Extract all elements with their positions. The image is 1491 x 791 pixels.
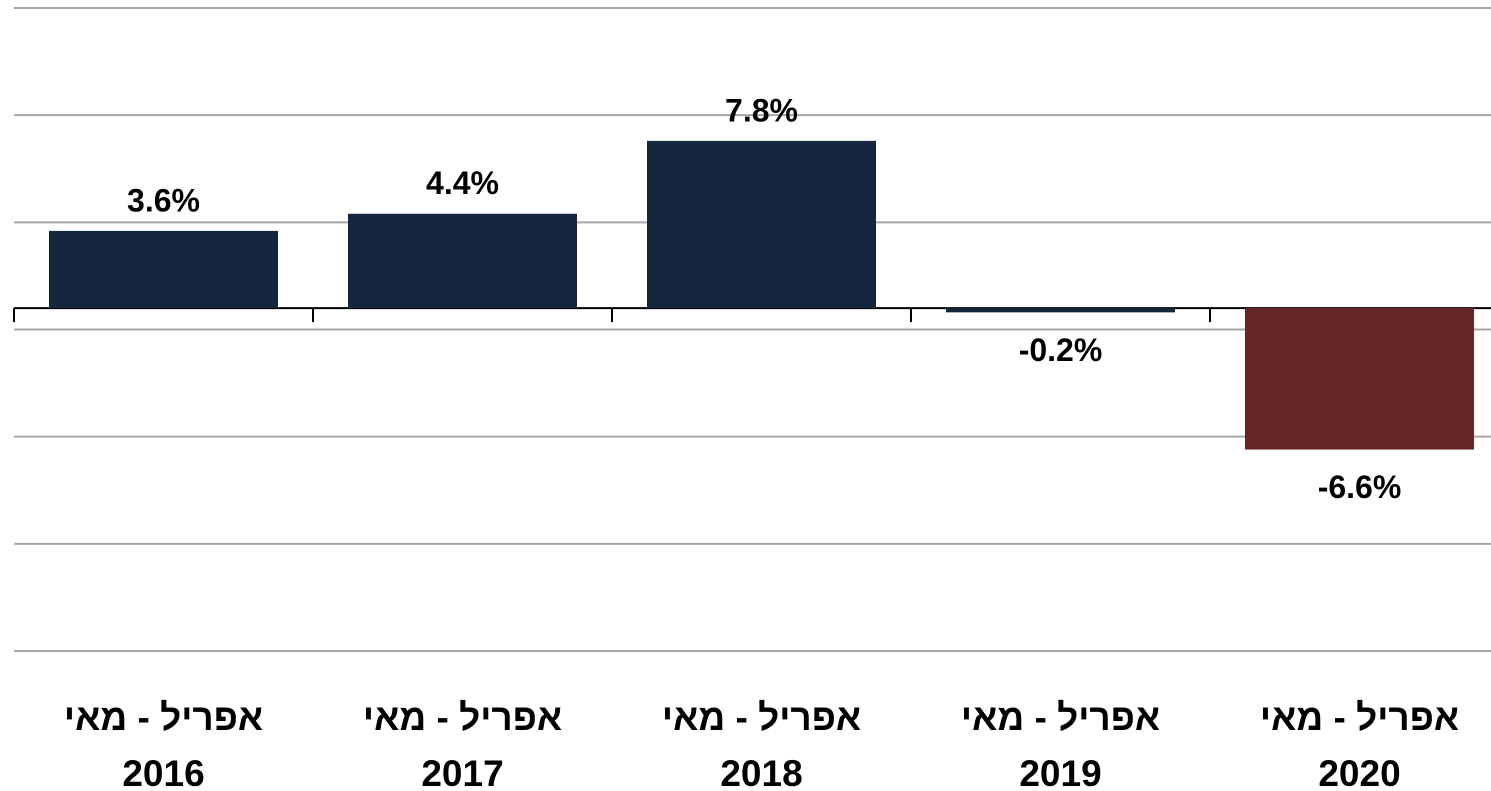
bar [946, 308, 1175, 313]
x-tick-label: אפריל - מאי 2020 [1259, 697, 1460, 791]
data-label: 4.4% [426, 165, 499, 201]
bar [1245, 308, 1474, 450]
bar [647, 140, 876, 309]
x-tick-label: אפריל - מאי 2018 [661, 697, 862, 791]
bar [49, 230, 278, 309]
data-label: -6.6% [1318, 469, 1402, 505]
x-tick-label: אפריל - מאי 2017 [362, 697, 563, 791]
data-label: -0.2% [1019, 332, 1103, 368]
x-tick-label: אפריל - מאי 2016 [63, 697, 264, 791]
x-tick-label: אפריל - מאי 2019 [960, 697, 1161, 791]
data-label: 7.8% [725, 92, 798, 128]
bar [348, 213, 577, 309]
data-label: 3.6% [127, 182, 200, 218]
